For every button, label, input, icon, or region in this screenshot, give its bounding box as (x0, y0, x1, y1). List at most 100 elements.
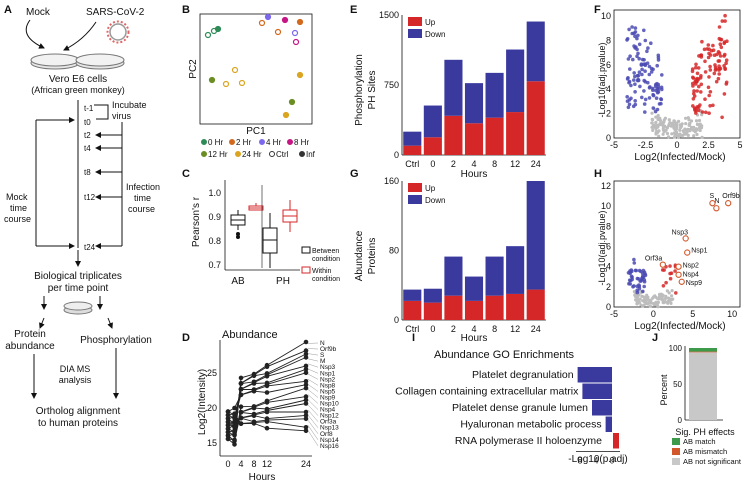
point-ns (688, 129, 692, 133)
abundance-point (238, 421, 244, 427)
point-down (646, 80, 650, 85)
point-down (649, 66, 654, 71)
boxplot-ph-within (282, 200, 298, 232)
point-up (661, 284, 666, 288)
pca-point (208, 76, 216, 84)
x-tick-label: 0 (609, 456, 614, 466)
point-ns (635, 302, 639, 306)
g-y-axis-label-2: Proteins (367, 238, 378, 275)
g-x-axis-label: Hours (461, 333, 488, 344)
go-bar-down (577, 367, 612, 383)
g-y-axis-label-1: Abundance (354, 230, 365, 281)
point-down (625, 99, 630, 103)
point-down (633, 99, 637, 103)
point-ns (650, 125, 654, 129)
pca-point (214, 25, 222, 33)
point-ns (656, 297, 660, 301)
point-up (717, 72, 721, 76)
arrow (107, 317, 113, 329)
point-ns (657, 134, 661, 138)
abundance-point (238, 375, 244, 381)
point-down (636, 277, 641, 281)
f-x-axis-label: Log2(Infected/Mock) (634, 152, 725, 163)
label-leader (307, 353, 319, 356)
c-y-tick: 0.7 (208, 260, 221, 270)
point-ns (651, 128, 655, 132)
point-ns (670, 289, 674, 293)
point-down (632, 31, 636, 36)
point-down (655, 90, 660, 95)
point-up (711, 43, 715, 48)
point-up (723, 52, 727, 57)
x-tick-label: -5 (610, 140, 618, 150)
abundance-point (238, 404, 244, 410)
point-down (642, 28, 646, 33)
y-tick-label: 0 (606, 133, 611, 143)
e-y-axis-label-2: PH Sites (367, 71, 378, 110)
point-up (708, 104, 712, 108)
point-up (668, 271, 672, 276)
go-bar-down (605, 416, 612, 432)
point-up (712, 71, 717, 76)
point-down (634, 45, 638, 49)
point-down (632, 78, 636, 82)
cells-label: Vero E6 cells (49, 74, 107, 85)
j-x-axis-label: Sig. PH effects (675, 427, 735, 437)
protein-label: Nsp5 (320, 388, 336, 395)
boxplot-ab-between (230, 210, 246, 239)
point-up (719, 37, 724, 42)
i-go-bar-chart: Platelet degranulation Collagen containin… (395, 367, 620, 466)
point-up (695, 71, 700, 76)
point-up (699, 82, 704, 87)
bar-down (444, 59, 463, 116)
point-ns (684, 122, 688, 126)
point-down (655, 107, 660, 112)
point-down (654, 96, 659, 100)
point-ns (675, 127, 679, 131)
legend-swatch (408, 17, 422, 26)
timepoint-label: t8 (84, 168, 91, 177)
point-down (656, 53, 661, 58)
point-down (649, 41, 653, 45)
legend-swatch (672, 448, 680, 455)
annotated-point (678, 278, 685, 285)
point-down (633, 26, 638, 30)
pca-point (258, 19, 266, 27)
point-up (691, 76, 696, 80)
y-tick-label: 4 (606, 262, 611, 272)
abundance-point (238, 410, 244, 415)
legend-swatch (408, 195, 422, 204)
protein-label: Nsp3 (320, 364, 336, 371)
point-up (694, 62, 698, 67)
point-ns (661, 132, 665, 136)
bar-up (464, 300, 484, 320)
protein-label: Orf9b (320, 346, 337, 353)
legend-swatch-within (301, 266, 311, 274)
point-ns (692, 134, 696, 138)
c-y-axis-label: Pearson's r (191, 196, 202, 247)
point-ns (669, 301, 673, 305)
pca-point (292, 38, 300, 46)
point-ns (646, 302, 650, 306)
point-down (629, 83, 633, 88)
d-y-tick: 25 (207, 368, 217, 378)
point-ns (695, 132, 699, 137)
point-up (699, 74, 703, 78)
point-ns (661, 294, 665, 298)
point-down (640, 72, 644, 77)
legend-label: Down (425, 30, 445, 39)
x-tick-label: 5 (690, 309, 695, 319)
point-up (706, 55, 711, 60)
y-tick-label: 160 (384, 176, 399, 186)
d-abundance-lines (225, 339, 309, 447)
c-x-tick: AB (231, 276, 245, 287)
point-down (641, 274, 645, 279)
point-ns (658, 292, 662, 296)
panel-e-label: E (350, 4, 357, 16)
legend-label: Down (425, 196, 445, 205)
pca-point (238, 79, 246, 87)
point-ns (667, 291, 671, 295)
dia-label: DIA MS (60, 364, 91, 374)
timepoint-label: t0 (84, 118, 91, 127)
point-up (708, 68, 713, 72)
